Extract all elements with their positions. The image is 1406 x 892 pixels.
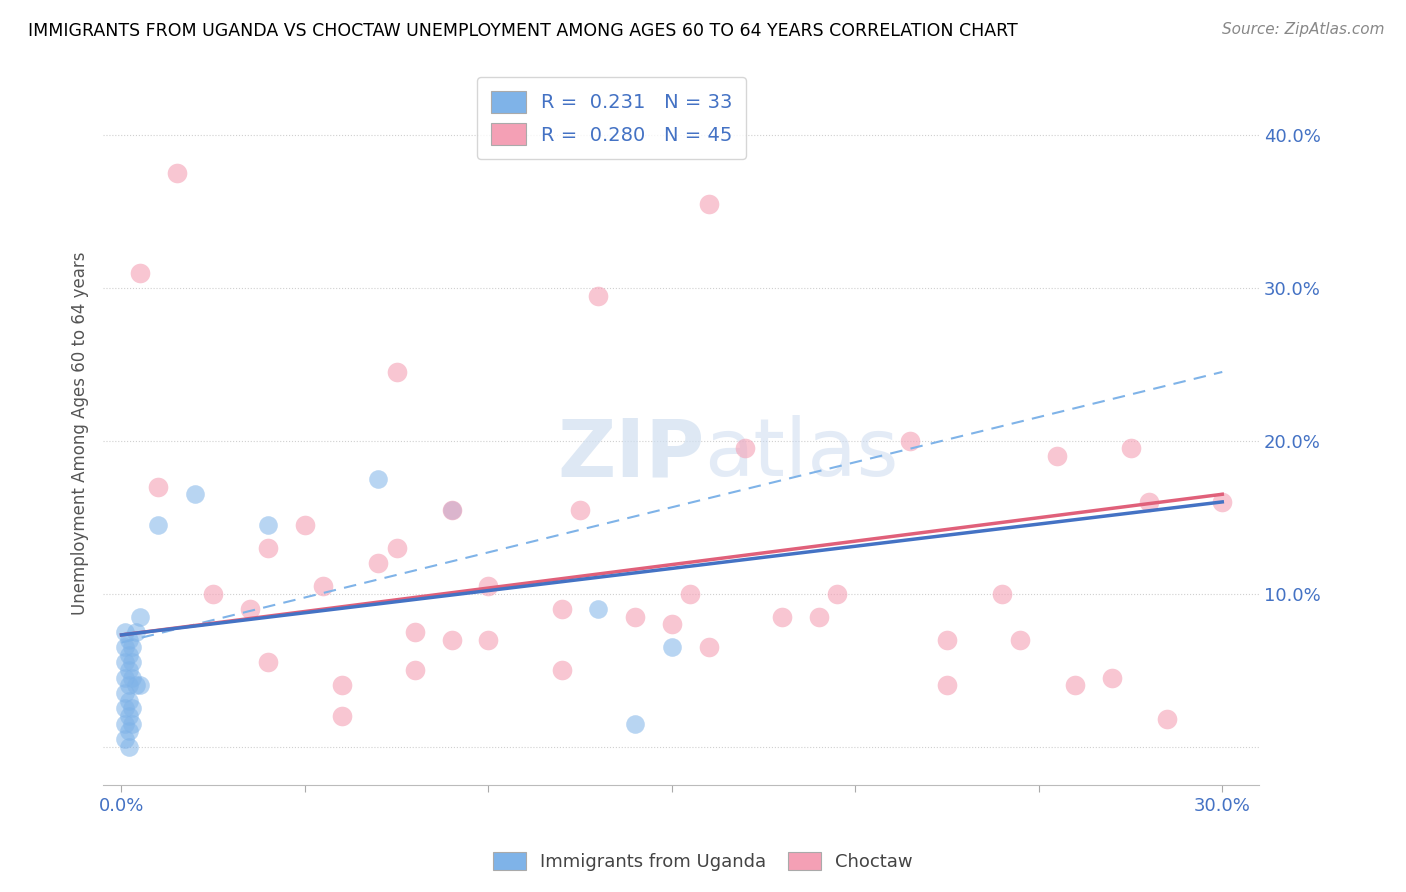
Point [257,517,280,532]
Point [991,587,1014,601]
Point [1137,495,1160,509]
Point [477,632,499,647]
Point [125,678,148,692]
Point [404,663,426,677]
Point [770,609,793,624]
Legend: R =  0.231   N = 33, R =  0.280   N = 45: R = 0.231 N = 33, R = 0.280 N = 45 [477,77,747,159]
Y-axis label: Unemployment Among Ages 60 to 64 years: Unemployment Among Ages 60 to 64 years [72,252,89,615]
Point [118,663,141,677]
Point [385,541,408,555]
Point [121,701,143,715]
Point [661,617,683,632]
Point [118,739,141,754]
Point [367,556,389,570]
Point [734,442,756,456]
Point [239,602,262,616]
Point [440,502,463,516]
Text: IMMIGRANTS FROM UGANDA VS CHOCTAW UNEMPLOYMENT AMONG AGES 60 TO 64 YEARS CORRELA: IMMIGRANTS FROM UGANDA VS CHOCTAW UNEMPL… [28,22,1018,40]
Point [118,678,141,692]
Point [128,678,150,692]
Point [118,632,141,647]
Point [330,678,353,692]
Point [551,663,574,677]
Point [385,365,408,379]
Point [551,602,574,616]
Point [166,166,188,180]
Point [936,632,959,647]
Point [404,624,426,639]
Point [118,648,141,662]
Point [679,587,702,601]
Point [114,671,136,685]
Point [114,656,136,670]
Point [128,609,150,624]
Point [257,541,280,555]
Point [440,632,463,647]
Point [121,716,143,731]
Point [121,656,143,670]
Point [114,731,136,746]
Point [569,502,592,516]
Point [1119,442,1142,456]
Point [114,624,136,639]
Legend: Immigrants from Uganda, Choctaw: Immigrants from Uganda, Choctaw [486,845,920,879]
Text: ZIP: ZIP [557,415,704,493]
Point [624,609,647,624]
Point [697,196,720,211]
Point [588,602,610,616]
Point [661,640,683,655]
Point [114,701,136,715]
Point [114,716,136,731]
Point [312,579,335,593]
Point [118,709,141,723]
Point [624,716,647,731]
Point [294,517,316,532]
Point [1211,495,1233,509]
Point [202,587,225,601]
Text: atlas: atlas [704,415,898,493]
Point [1156,712,1178,726]
Point [936,678,959,692]
Point [588,288,610,302]
Point [697,640,720,655]
Point [1064,678,1087,692]
Point [477,579,499,593]
Point [1101,671,1123,685]
Point [128,266,150,280]
Point [367,472,389,486]
Point [825,587,848,601]
Point [114,686,136,700]
Point [146,517,169,532]
Point [121,671,143,685]
Point [121,640,143,655]
Point [330,709,353,723]
Point [146,480,169,494]
Point [125,624,148,639]
Point [114,640,136,655]
Point [440,502,463,516]
Point [118,693,141,707]
Point [257,656,280,670]
Text: Source: ZipAtlas.com: Source: ZipAtlas.com [1222,22,1385,37]
Point [807,609,830,624]
Point [1010,632,1032,647]
Point [1046,449,1069,463]
Point [184,487,207,501]
Point [118,724,141,739]
Point [898,434,921,448]
